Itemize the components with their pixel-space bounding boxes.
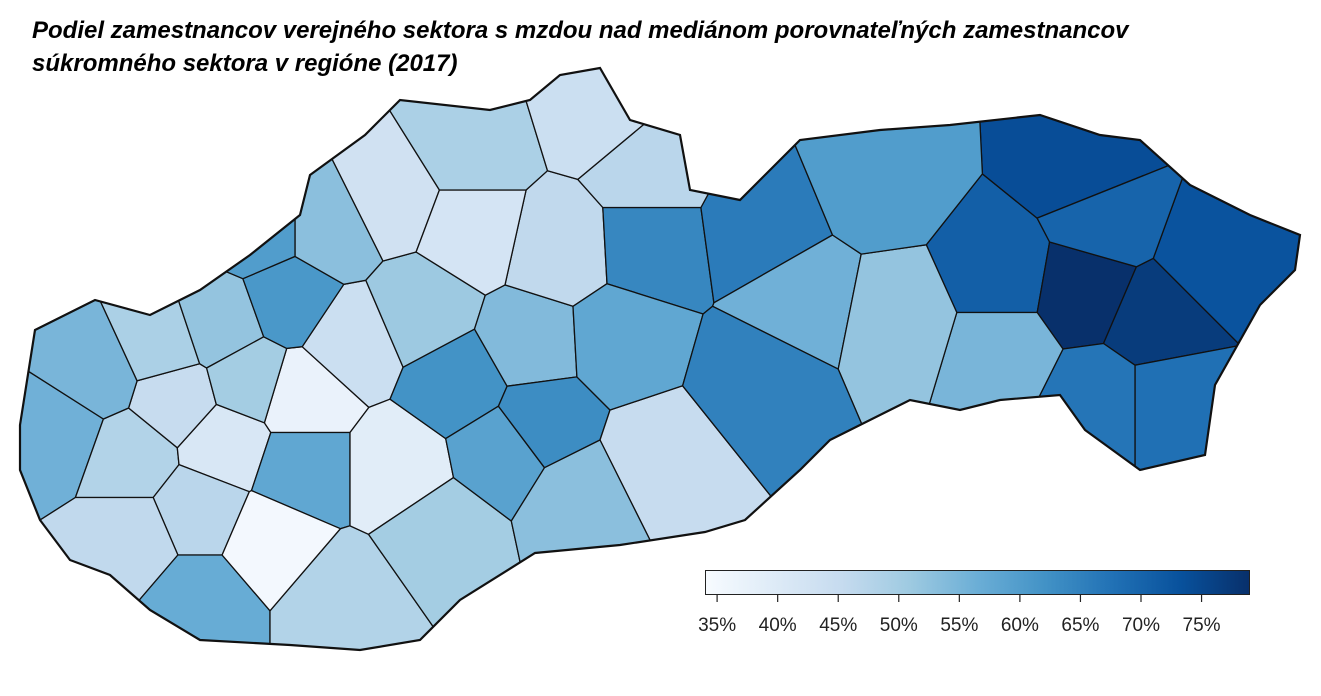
district-region [221,489,342,612]
legend-tick-label: 75% [1182,615,1221,636]
legend-color-bar [705,570,1250,595]
district-region [205,336,288,424]
legend-tick-label: 50% [879,615,918,636]
map-title-line-2: súkromného sektora v regióne (2017) [32,50,458,77]
legend-tick-label: 70% [1121,615,1161,636]
map-title: Podiel zamestnancov verejného sektora s … [32,14,1292,80]
legend-tick-label: 45% [819,615,858,636]
legend-tick-label: 35% [698,615,737,636]
legend-tick-label: 65% [1061,615,1100,636]
legend-tick-label: 40% [758,615,797,636]
map-title-line-1: Podiel zamestnancov verejného sektora s … [32,17,1129,44]
legend-tick-label: 60% [1000,615,1039,636]
country-border [18,66,1302,652]
legend-tick-label: 55% [940,615,979,636]
